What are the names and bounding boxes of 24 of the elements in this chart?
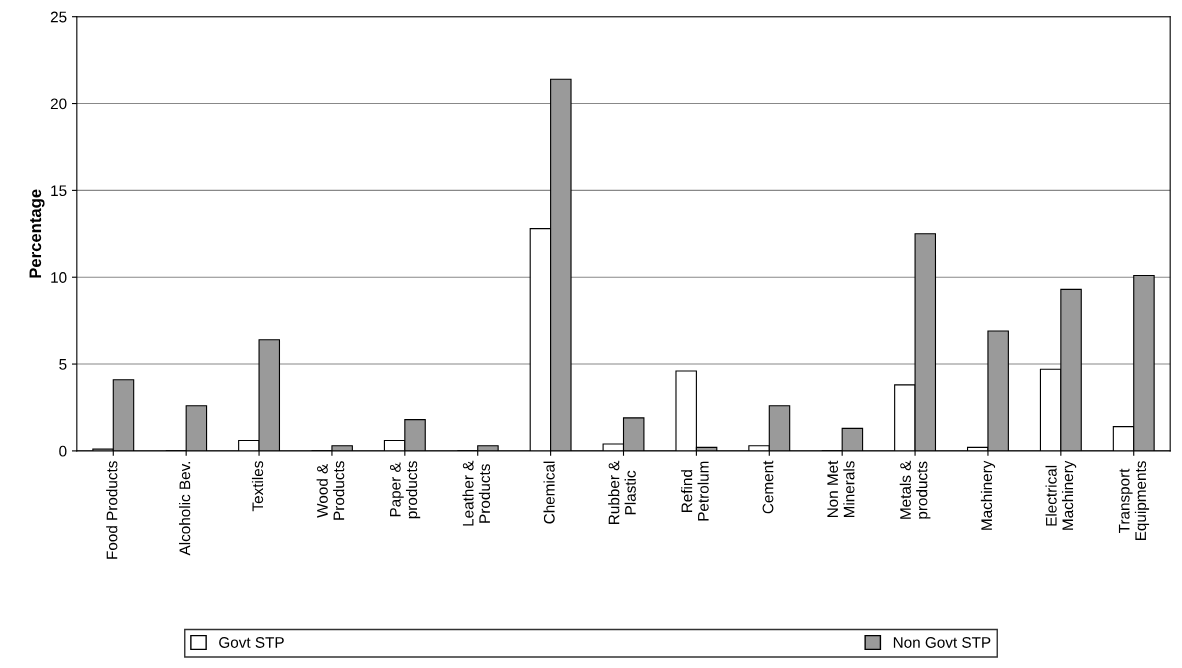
x-tick-label: Transport Equipments (1118, 461, 1150, 541)
y-tick-label: 5 (59, 359, 67, 370)
x-tick-label: Electrical Machinery (1045, 460, 1077, 530)
y-tick-label: 0 (59, 445, 67, 457)
x-tick-label: Rubber & Plastic (608, 460, 636, 524)
x-tick-label: Cement (762, 460, 774, 514)
x-tick-label: Refind Petrolum (681, 461, 709, 521)
x-tick-label: Leather & Products (462, 460, 491, 526)
x-tick-label: Chemical (543, 461, 555, 524)
y-axis-title: Percentage (29, 189, 45, 278)
x-tick-label: Paper & products (389, 461, 421, 519)
x-tick-label: Food Products (106, 461, 118, 559)
legend-label: Govt STP (219, 637, 284, 648)
x-tick-label: Non Met Minerals (827, 460, 855, 518)
y-tick-label: 25 (50, 11, 67, 23)
x-tick-label: Metals & products (899, 460, 931, 519)
y-tick-label: 10 (51, 272, 67, 283)
y-tick-label: 20 (50, 98, 67, 110)
x-tick-label: Textiles (251, 461, 264, 512)
x-tick-label: Wood & Products (316, 461, 345, 520)
y-tick-label: 15 (51, 185, 67, 197)
legend-label: Non Govt STP (893, 637, 991, 648)
x-tick-label: Machinery (980, 460, 996, 530)
x-tick-label: Alcoholic Bev. (179, 462, 191, 556)
